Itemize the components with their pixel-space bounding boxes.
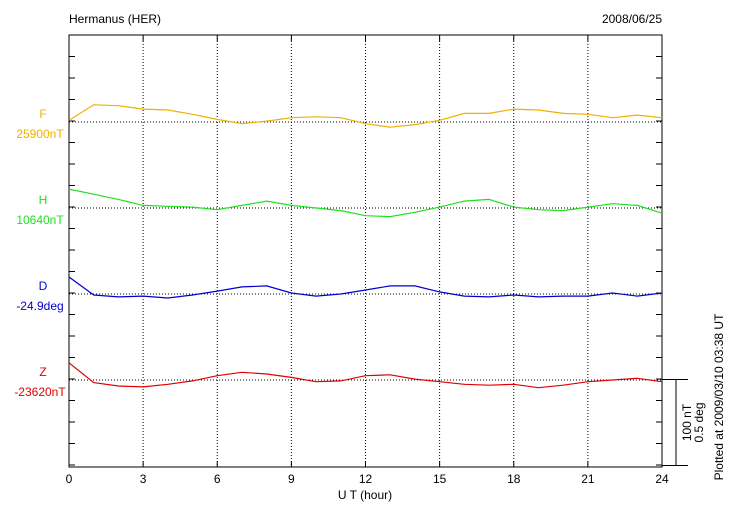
chart-title: Hermanus (HER) (69, 12, 161, 26)
x-tick-label: 15 (433, 472, 447, 486)
baseline-label: -24.9deg (16, 299, 63, 313)
x-tick-label: 18 (507, 472, 521, 486)
x-tick-label: 3 (140, 472, 147, 486)
baseline-label: -23620nT (14, 385, 66, 399)
series-name: F (39, 107, 46, 121)
chart-date: 2008/06/25 (602, 12, 662, 26)
scale-bar-label: 0.5 deg (692, 402, 706, 442)
series-name: H (39, 193, 48, 207)
x-tick-label: 9 (288, 472, 295, 486)
x-tick-label: 12 (359, 472, 373, 486)
x-tick-label: 6 (214, 472, 221, 486)
footnote: Plotted at 2009/03/10 03:38 UT (712, 313, 726, 480)
trace-line (68, 362, 663, 389)
x-tick-label: 24 (655, 472, 669, 486)
series-name: Z (39, 365, 46, 379)
x-tick-label: 21 (581, 472, 595, 486)
trace-line (68, 104, 663, 128)
x-tick-label: 0 (66, 472, 73, 486)
baseline-label: 25900nT (16, 127, 64, 141)
trace-line (68, 276, 663, 299)
baseline-label: 10640nT (16, 213, 64, 227)
series-name: D (39, 279, 48, 293)
x-axis-label: U T (hour) (338, 488, 392, 502)
scale-bar-label: 100 nT (680, 403, 694, 441)
trace-line (68, 188, 663, 218)
